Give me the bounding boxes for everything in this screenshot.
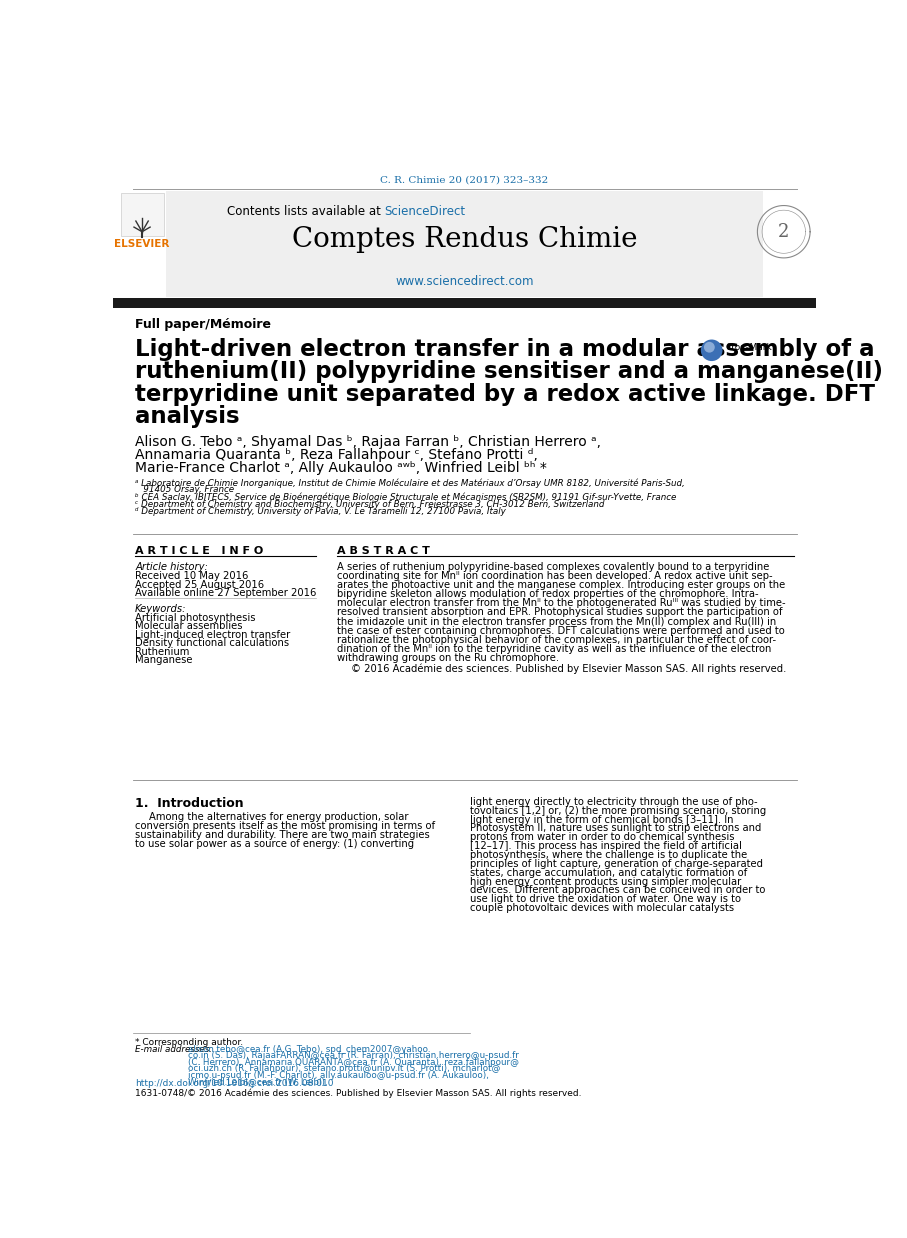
Text: protons from water in order to do chemical synthesis: protons from water in order to do chemic… <box>470 832 735 842</box>
Text: http://dx.doi.org/10.1016/j.crci.2016.08.010: http://dx.doi.org/10.1016/j.crci.2016.08… <box>135 1078 334 1088</box>
Text: Accepted 25 August 2016: Accepted 25 August 2016 <box>135 579 264 589</box>
Text: principles of light capture, generation of charge-separated: principles of light capture, generation … <box>470 859 763 869</box>
Text: Received 10 May 2016: Received 10 May 2016 <box>135 571 249 582</box>
Bar <box>113 298 816 308</box>
Text: ᵃ Laboratoire de Chimie Inorganique, Institut de Chimie Moléculaire et des Matér: ᵃ Laboratoire de Chimie Inorganique, Ins… <box>135 478 685 488</box>
Text: A B S T R A C T: A B S T R A C T <box>336 546 429 556</box>
Text: ScienceDirect: ScienceDirect <box>385 204 466 218</box>
Text: E-mail addresses:: E-mail addresses: <box>135 1045 215 1054</box>
Text: Keywords:: Keywords: <box>135 604 187 614</box>
Text: 1631-0748/© 2016 Académie des sciences. Published by Elsevier Masson SAS. All ri: 1631-0748/© 2016 Académie des sciences. … <box>135 1088 581 1098</box>
Text: light energy in the form of chemical bonds [3–11]. In: light energy in the form of chemical bon… <box>470 815 734 825</box>
Text: tovoltaics [1,2] or, (2) the more promising scenario, storing: tovoltaics [1,2] or, (2) the more promis… <box>470 806 766 816</box>
Text: use light to drive the oxidation of water. One way is to: use light to drive the oxidation of wate… <box>470 894 741 904</box>
Text: alison.tebo@cea.fr (A.G. Tebo), spd_chem2007@yahoo.: alison.tebo@cea.fr (A.G. Tebo), spd_chem… <box>188 1045 430 1054</box>
Text: ELSEVIER: ELSEVIER <box>114 239 170 249</box>
Text: light energy directly to electricity through the use of pho-: light energy directly to electricity thr… <box>470 797 757 807</box>
Text: conversion presents itself as the most promising in terms of: conversion presents itself as the most p… <box>135 821 435 831</box>
Bar <box>166 191 763 297</box>
Text: bipyridine skeleton allows modulation of redox properties of the chromophore. In: bipyridine skeleton allows modulation of… <box>336 589 758 599</box>
Text: Manganese: Manganese <box>135 655 192 665</box>
Circle shape <box>704 342 715 353</box>
Text: [12–17]. This process has inspired the field of artificial: [12–17]. This process has inspired the f… <box>470 841 742 852</box>
Text: couple photovoltaic devices with molecular catalysts: couple photovoltaic devices with molecul… <box>470 904 734 914</box>
Text: dination of the Mnᴵᴵ ion to the terpyridine cavity as well as the influence of t: dination of the Mnᴵᴵ ion to the terpyrid… <box>336 644 771 654</box>
Text: Ruthenium: Ruthenium <box>135 646 190 656</box>
Text: Comptes Rendus Chimie: Comptes Rendus Chimie <box>292 225 638 253</box>
Text: molecular electron transfer from the Mnᴵᴵ to the photogenerated Ruᴵᴵᴵ was studie: molecular electron transfer from the Mnᴵ… <box>336 598 785 608</box>
Text: (C. Herrero), Annamaria.QUARANTA@cea.fr (A. Quaranta), reza.fallahpour@: (C. Herrero), Annamaria.QUARANTA@cea.fr … <box>188 1058 519 1067</box>
Text: 2: 2 <box>778 223 789 240</box>
Text: Artificial photosynthesis: Artificial photosynthesis <box>135 613 256 623</box>
Text: 91405 Orsay, France: 91405 Orsay, France <box>135 485 234 494</box>
Text: C. R. Chimie 20 (2017) 323–332: C. R. Chimie 20 (2017) 323–332 <box>380 176 549 184</box>
Text: Contents lists available at: Contents lists available at <box>227 204 385 218</box>
Text: Photosystem II, nature uses sunlight to strip electrons and: Photosystem II, nature uses sunlight to … <box>470 823 761 833</box>
Text: high energy content products using simpler molecular: high energy content products using simpl… <box>470 877 741 886</box>
Text: Alison G. Tebo ᵃ, Shyamal Das ᵇ, Rajaa Farran ᵇ, Christian Herrero ᵃ,: Alison G. Tebo ᵃ, Shyamal Das ᵇ, Rajaa F… <box>135 435 601 449</box>
Text: devices. Different approaches can be conceived in order to: devices. Different approaches can be con… <box>470 885 766 895</box>
Text: coordinating site for Mnᴵᴵ ion coordination has been developed. A redox active u: coordinating site for Mnᴵᴵ ion coordinat… <box>336 571 772 581</box>
Text: terpyridine unit separated by a redox active linkage. DFT: terpyridine unit separated by a redox ac… <box>135 383 875 406</box>
Bar <box>122 193 164 235</box>
Text: Among the alternatives for energy production, solar: Among the alternatives for energy produc… <box>149 812 408 822</box>
Text: Light-induced electron transfer: Light-induced electron transfer <box>135 630 290 640</box>
Text: Article history:: Article history: <box>135 562 208 572</box>
Text: photosynthesis, where the challenge is to duplicate the: photosynthesis, where the challenge is t… <box>470 851 747 860</box>
Text: rationalize the photophysical behavior of the complexes, in particular the effec: rationalize the photophysical behavior o… <box>336 635 775 645</box>
Text: Winfried.Leibl@cea.fr (W. Leibl).: Winfried.Leibl@cea.fr (W. Leibl). <box>188 1077 327 1087</box>
Text: ᵈ Department of Chemistry, University of Pavia, V. Le Taramelli 12, 27100 Pavia,: ᵈ Department of Chemistry, University of… <box>135 508 506 516</box>
Text: withdrawing groups on the Ru chromophore.: withdrawing groups on the Ru chromophore… <box>336 652 559 662</box>
Text: Full paper/Mémoire: Full paper/Mémoire <box>135 318 271 331</box>
Text: 1.  Introduction: 1. Introduction <box>135 797 244 810</box>
Text: the imidazole unit in the electron transfer process from the Mn(II) complex and : the imidazole unit in the electron trans… <box>336 617 775 626</box>
Text: © 2016 Académie des sciences. Published by Elsevier Masson SAS. All rights reser: © 2016 Académie des sciences. Published … <box>350 664 785 673</box>
Circle shape <box>701 339 723 361</box>
Text: www.sciencedirect.com: www.sciencedirect.com <box>395 275 533 288</box>
Text: Light-driven electron transfer in a modular assembly of a: Light-driven electron transfer in a modu… <box>135 338 874 361</box>
Text: ruthenium(II) polypyridine sensitiser and a manganese(II): ruthenium(II) polypyridine sensitiser an… <box>135 360 883 384</box>
Text: oci.uzh.ch (R. Fallahpour), stefano.protti@unipv.it (S. Protti), mcharlot@: oci.uzh.ch (R. Fallahpour), stefano.prot… <box>188 1065 500 1073</box>
Text: co.in (S. Das), RajaaFARRAN@cea.fr (R. Farran), christian.herrero@u-psud.fr: co.in (S. Das), RajaaFARRAN@cea.fr (R. F… <box>188 1051 519 1061</box>
Text: Available online 27 September 2016: Available online 27 September 2016 <box>135 588 317 598</box>
Text: resolved transient absorption and EPR. Photophysical studies support the partici: resolved transient absorption and EPR. P… <box>336 608 782 618</box>
Text: analysis: analysis <box>135 405 239 428</box>
Text: Annamaria Quaranta ᵇ, Reza Fallahpour ᶜ, Stefano Protti ᵈ,: Annamaria Quaranta ᵇ, Reza Fallahpour ᶜ,… <box>135 448 538 462</box>
Text: states, charge accumulation, and catalytic formation of: states, charge accumulation, and catalyt… <box>470 868 747 878</box>
Text: to use solar power as a source of energy: (1) converting: to use solar power as a source of energy… <box>135 839 414 849</box>
Text: icmo.u-psud.fr (M.-F. Charlot), ally.aukauloo@u-psud.fr (A. Aukauloo),: icmo.u-psud.fr (M.-F. Charlot), ally.auk… <box>188 1071 489 1080</box>
Text: ᶜ Department of Chemistry and Biochemistry, University of Bern, Freiestrasse 3, : ᶜ Department of Chemistry and Biochemist… <box>135 500 604 509</box>
Text: CrossMark: CrossMark <box>726 343 773 352</box>
Text: A R T I C L E   I N F O: A R T I C L E I N F O <box>135 546 263 556</box>
Text: Marie-France Charlot ᵃ, Ally Aukauloo ᵃʷᵇ, Winfried Leibl ᵇʰ *: Marie-France Charlot ᵃ, Ally Aukauloo ᵃʷ… <box>135 462 547 475</box>
Text: the case of ester containing chromophores. DFT calculations were performed and u: the case of ester containing chromophore… <box>336 625 785 635</box>
Text: Density functional calculations: Density functional calculations <box>135 639 289 649</box>
Text: A series of ruthenium polypyridine-based complexes covalently bound to a terpyri: A series of ruthenium polypyridine-based… <box>336 562 769 572</box>
Text: arates the photoactive unit and the manganese complex. Introducing ester groups : arates the photoactive unit and the mang… <box>336 581 785 591</box>
Text: * Corresponding author.: * Corresponding author. <box>135 1037 243 1047</box>
Text: ᵇ CEA Saclay, IBITECS, Service de Bioénergétique Biologie Structurale et Mécanis: ᵇ CEA Saclay, IBITECS, Service de Bioéne… <box>135 493 677 503</box>
Text: Molecular assemblies: Molecular assemblies <box>135 621 242 631</box>
Text: sustainability and durability. There are two main strategies: sustainability and durability. There are… <box>135 829 430 841</box>
